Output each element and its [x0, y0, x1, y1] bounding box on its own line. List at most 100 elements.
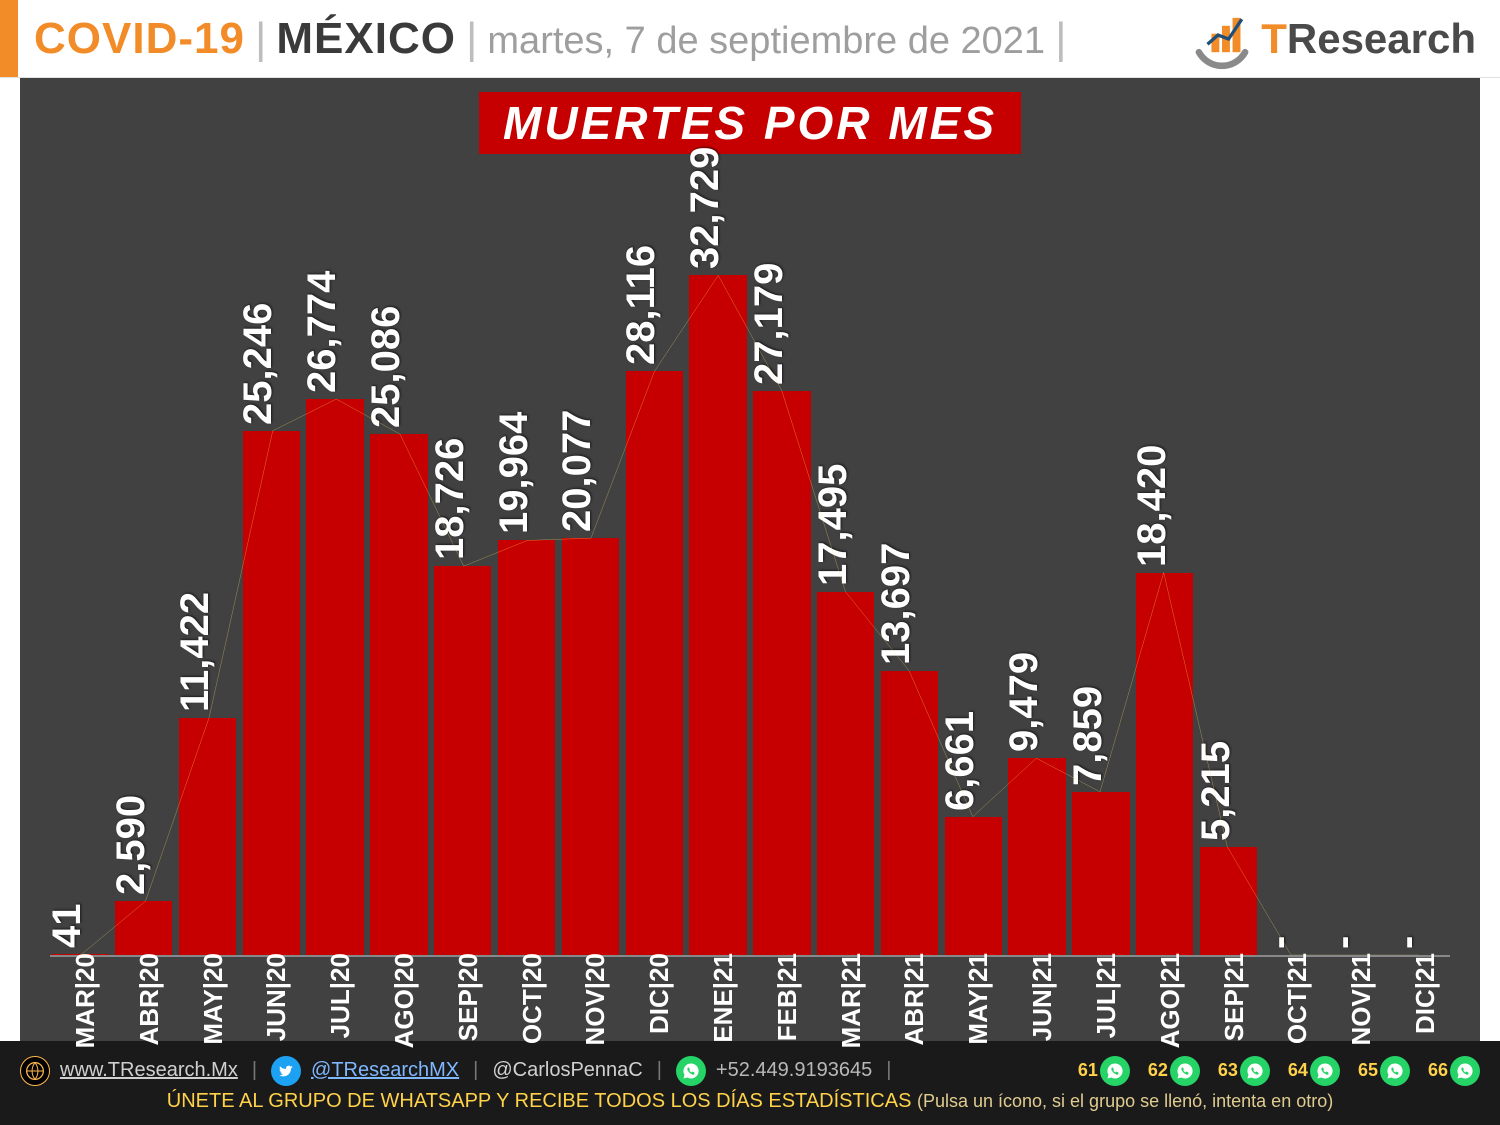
whatsapp-icon[interactable]	[1450, 1056, 1480, 1086]
bar-value-label: 9,479	[1002, 652, 1047, 752]
x-tick: OCT|20	[497, 957, 557, 1013]
header-mexico: MÉXICO	[276, 14, 456, 64]
whatsapp-group-number: 65	[1358, 1060, 1378, 1081]
bar-rect	[881, 671, 938, 955]
whatsapp-icon[interactable]	[676, 1056, 706, 1086]
x-tick-label: ENE|21	[708, 953, 739, 1043]
bar-rect	[753, 391, 810, 955]
bar-value-label: -	[1321, 936, 1366, 949]
bar-slot: 6,661	[943, 166, 1003, 955]
x-tick: SEP|21	[1199, 957, 1259, 1013]
bar-slot: 13,697	[880, 166, 940, 955]
bar-slot: -	[1262, 166, 1322, 955]
bar-slot: 25,246	[241, 166, 301, 955]
bar-value-label: 18,726	[428, 438, 473, 560]
x-tick-label: DIC|21	[1410, 953, 1441, 1034]
whatsapp-group-item[interactable]: 65	[1358, 1056, 1410, 1086]
footer-phone[interactable]: +52.449.9193645	[716, 1059, 872, 1082]
whatsapp-icon[interactable]	[1100, 1056, 1130, 1086]
x-tick-label: OCT|21	[1282, 953, 1313, 1044]
bar-rect	[498, 540, 555, 955]
x-tick-label: FEB|21	[772, 953, 803, 1041]
x-tick: DIC|21	[1390, 957, 1450, 1013]
bar-value-label: 19,964	[492, 412, 537, 534]
whatsapp-group-number: 61	[1078, 1060, 1098, 1081]
bar-value-label: -	[1257, 936, 1302, 949]
x-tick: JUL|20	[305, 957, 365, 1013]
x-tick: ABR|20	[114, 957, 174, 1013]
x-tick: MAY|21	[943, 957, 1003, 1013]
bar-value-label: 28,116	[619, 245, 664, 365]
whatsapp-group-item[interactable]: 61	[1078, 1056, 1130, 1086]
header-text: COVID-19 | MÉXICO | martes, 7 de septiem…	[18, 14, 1077, 64]
footer-twitter-alt[interactable]: @CarlosPennaC	[492, 1059, 642, 1082]
whatsapp-group-item[interactable]: 63	[1218, 1056, 1270, 1086]
x-tick: MAR|20	[50, 957, 110, 1013]
x-tick: NOV|20	[561, 957, 621, 1013]
bar-value-label: 20,077	[555, 410, 600, 532]
footer-website[interactable]: www.TResearch.Mx	[60, 1059, 238, 1082]
x-tick-label: OCT|20	[517, 953, 548, 1044]
footer-cta-hint: (Pulsa un ícono, si el grupo se llenó, i…	[917, 1091, 1333, 1111]
x-tick: ABR|21	[880, 957, 940, 1013]
footer-twitter-main[interactable]: @TResearchMX	[311, 1059, 459, 1082]
x-tick-label: MAR|20	[70, 953, 101, 1048]
bar-slot: 28,116	[624, 166, 684, 955]
bar-slot: 18,420	[1135, 166, 1195, 955]
footer-sep-4: |	[882, 1059, 895, 1082]
bar-rect	[945, 817, 1002, 955]
whatsapp-groups: 61 62 63 64 65 66	[1078, 1056, 1480, 1086]
footer-cta: ÚNETE AL GRUPO DE WHATSAPP Y RECIBE TODO…	[167, 1090, 912, 1112]
whatsapp-group-number: 66	[1428, 1060, 1448, 1081]
footer: www.TResearch.Mx | @TResearchMX | @Carlo…	[0, 1041, 1500, 1125]
bar-rect	[179, 718, 236, 955]
bar-slot: 7,859	[1071, 166, 1131, 955]
x-tick: JUN|21	[1007, 957, 1067, 1013]
whatsapp-icon[interactable]	[1240, 1056, 1270, 1086]
header-covid: COVID-19	[34, 14, 245, 64]
bar-value-label: 13,697	[874, 542, 919, 664]
bar-slot: 11,422	[178, 166, 238, 955]
bar-value-label: 7,859	[1066, 686, 1111, 786]
globe-icon[interactable]	[20, 1056, 50, 1086]
whatsapp-icon[interactable]	[1170, 1056, 1200, 1086]
header-sep-2: |	[456, 14, 487, 64]
x-tick: FEB|21	[752, 957, 812, 1013]
whatsapp-icon[interactable]	[1380, 1056, 1410, 1086]
bar-slot: 20,077	[561, 166, 621, 955]
plot-inner: 412,59011,42225,24626,77425,08618,72619,…	[50, 166, 1450, 957]
bar-rect	[1136, 573, 1193, 955]
bar-slot: 2,590	[114, 166, 174, 955]
whatsapp-group-item[interactable]: 66	[1428, 1056, 1480, 1086]
brand-logo-icon	[1189, 6, 1255, 72]
footer-links-row: www.TResearch.Mx | @TResearchMX | @Carlo…	[20, 1056, 1480, 1086]
bar-value-label: 32,729	[683, 147, 728, 269]
bar-rect	[306, 399, 363, 955]
bar-slot: 17,495	[816, 166, 876, 955]
bar-rect	[689, 275, 746, 955]
x-tick: AGO|20	[369, 957, 429, 1013]
bar-slot: 9,479	[1007, 166, 1067, 955]
bars-container: 412,59011,42225,24626,77425,08618,72619,…	[50, 166, 1450, 955]
whatsapp-group-item[interactable]: 64	[1288, 1056, 1340, 1086]
twitter-icon[interactable]	[271, 1056, 301, 1086]
footer-sep-1: |	[248, 1059, 261, 1082]
bar-value-label: 26,774	[300, 271, 345, 393]
bar-slot: 41	[50, 166, 110, 955]
bar-slot: 18,726	[433, 166, 493, 955]
header: COVID-19 | MÉXICO | martes, 7 de septiem…	[0, 0, 1500, 78]
header-accent	[0, 0, 18, 77]
bar-rect	[434, 566, 491, 955]
brand-logo: TResearch	[1189, 6, 1476, 72]
bar-slot: 32,729	[688, 166, 748, 955]
header-date: martes, 7 de septiembre de 2021	[487, 20, 1045, 63]
bar-value-label: 2,590	[109, 795, 154, 895]
whatsapp-icon[interactable]	[1310, 1056, 1340, 1086]
x-tick-label: DIC|20	[644, 953, 675, 1034]
x-tick: DIC|20	[624, 957, 684, 1013]
whatsapp-group-number: 62	[1148, 1060, 1168, 1081]
bar-slot: -	[1326, 166, 1386, 955]
bar-value-label: 5,215	[1194, 741, 1239, 841]
whatsapp-group-item[interactable]: 62	[1148, 1056, 1200, 1086]
bar-value-label: 25,086	[364, 306, 409, 428]
